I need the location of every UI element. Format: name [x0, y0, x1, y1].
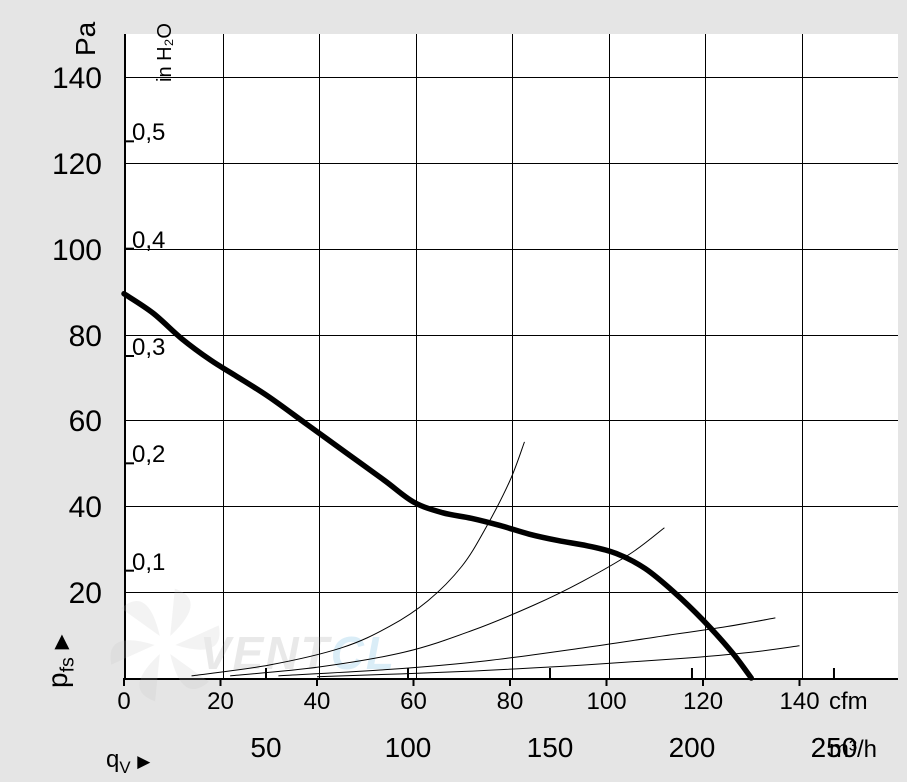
gridline-horizontal: [126, 420, 898, 421]
fan-performance-chart: VENTCLPa14012010080604020in H₂O0,50,40,3…: [0, 0, 907, 782]
tick-label-inh2o: 0,3: [132, 334, 165, 362]
gridline-horizontal: [126, 163, 898, 164]
tick-label-inh2o: 0,5: [132, 119, 165, 147]
tick-label-m3h: 200: [664, 732, 720, 764]
tick-label-cfm: 100: [587, 688, 627, 716]
gridline-vertical: [223, 34, 224, 678]
tick-label-inh2o: 0,4: [132, 227, 165, 255]
axis-label-m3h: m³/h: [829, 736, 877, 764]
tick-label-cfm: 120: [683, 688, 723, 716]
plot-area: [124, 34, 898, 680]
tick-label-cfm: 0: [104, 688, 144, 716]
tick-label-m3h: 150: [522, 732, 578, 764]
gridline-horizontal: [126, 77, 898, 78]
tick-label-pa: 60: [22, 405, 102, 439]
gridline-horizontal: [126, 506, 898, 507]
tick-label-pa: 100: [22, 234, 102, 268]
tick-label-m3h: 50: [238, 732, 294, 764]
axis-symbol-pfs: pfs ▶: [42, 634, 80, 688]
tick-label-cfm: 60: [394, 688, 434, 716]
tick-label-inh2o: 0,2: [132, 441, 165, 469]
axis-label-pa: Pa: [70, 22, 102, 56]
axis-symbol-qv: qV ▶: [106, 746, 150, 778]
tick-label-pa: 120: [22, 148, 102, 182]
tick-label-pa: 40: [22, 491, 102, 525]
tick-label-cfm: 40: [297, 688, 337, 716]
tick-label-cfm: 20: [201, 688, 241, 716]
tick-label-pa: 80: [22, 320, 102, 354]
tick-label-pa: 140: [22, 62, 102, 96]
gridline-vertical: [512, 34, 513, 678]
gridline-horizontal: [126, 249, 898, 250]
gridline-vertical: [705, 34, 706, 678]
tick-label-cfm: 80: [490, 688, 530, 716]
gridline-horizontal: [126, 335, 898, 336]
tick-label-cfm: 140: [780, 688, 820, 716]
axis-label-cfm: cfm: [829, 688, 868, 716]
tick-label-inh2o: 0,1: [132, 549, 165, 577]
gridline-vertical: [416, 34, 417, 678]
tick-label-m3h: 100: [380, 732, 436, 764]
gridline-horizontal: [126, 592, 898, 593]
gridline-vertical: [319, 34, 320, 678]
tick-label-pa: 20: [22, 577, 102, 611]
gridline-vertical: [609, 34, 610, 678]
gridline-vertical: [802, 34, 803, 678]
axis-label-inh2o: in H₂O: [154, 23, 177, 82]
